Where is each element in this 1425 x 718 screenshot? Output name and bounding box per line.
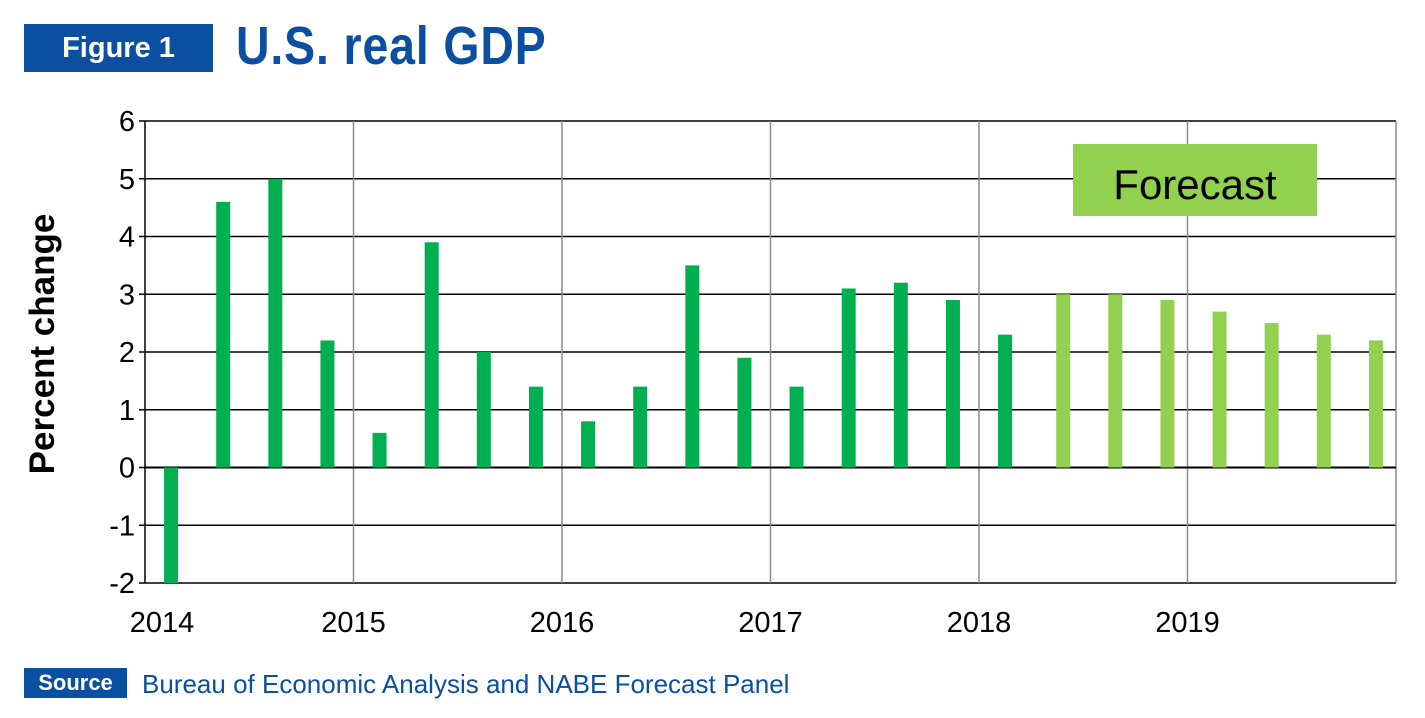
y-tick-label: 6 (119, 106, 135, 138)
bar-2015Q1 (372, 432, 387, 468)
x-tick-label: 2018 (947, 607, 1012, 639)
x-tick-label: 2014 (130, 607, 195, 639)
bar-2019Q1 (1212, 311, 1227, 468)
bar-2017Q1 (789, 386, 804, 468)
bar-2014Q1 (164, 467, 179, 583)
figure-badge: Figure 1 (24, 24, 213, 72)
x-tick-label: 2016 (530, 607, 595, 639)
bar-2017Q4 (945, 300, 960, 468)
x-tick-label: 2015 (321, 607, 386, 639)
bar-2018Q2 (1056, 294, 1071, 468)
bar-2019Q4 (1368, 340, 1383, 468)
forecast-box (1073, 144, 1317, 216)
source-badge: Source (24, 668, 127, 698)
y-axis-label: Percent change (23, 214, 62, 475)
y-tick-label: 2 (119, 337, 135, 369)
bar-2016Q1 (581, 421, 596, 468)
y-tick-label: 4 (119, 222, 135, 254)
y-tick-label: 3 (119, 279, 135, 311)
bar-2018Q4 (1160, 300, 1175, 468)
chart-title: U.S. real GDP (236, 16, 547, 76)
x-tick-label: 2017 (738, 607, 803, 639)
gdp-bar-chart: 6 5 4 3 2 1 0 -1 -2 2014 2015 2016 2017 2018 2019 Perce… (23, 106, 1397, 639)
bar-2018Q1 (998, 334, 1013, 468)
source-text: Bureau of Economic Analysis and NABE For… (142, 669, 790, 699)
bar-2015Q3 (476, 352, 491, 468)
x-tick-label: 2019 (1155, 607, 1220, 639)
bar-2016Q4 (737, 357, 752, 468)
bar-2014Q4 (320, 340, 335, 468)
bar-2018Q3 (1108, 294, 1123, 468)
bar-2015Q2 (424, 242, 439, 468)
bar-2019Q3 (1316, 334, 1331, 468)
y-tick-label: -2 (109, 568, 135, 600)
forecast-label: Forecast (1113, 161, 1277, 208)
y-tick-label: 0 (119, 453, 135, 485)
bar-2015Q4 (528, 386, 543, 468)
bar-2016Q3 (685, 265, 700, 468)
y-tick-label: -1 (109, 510, 135, 542)
bar-2017Q3 (893, 282, 908, 468)
y-tick-label: 1 (119, 395, 135, 427)
bar-2014Q2 (216, 201, 231, 468)
y-tick-label: 5 (119, 164, 135, 196)
bar-2017Q2 (841, 288, 856, 468)
bar-2019Q2 (1264, 323, 1279, 468)
bar-2016Q2 (633, 386, 648, 468)
bar-2014Q3 (268, 178, 283, 468)
